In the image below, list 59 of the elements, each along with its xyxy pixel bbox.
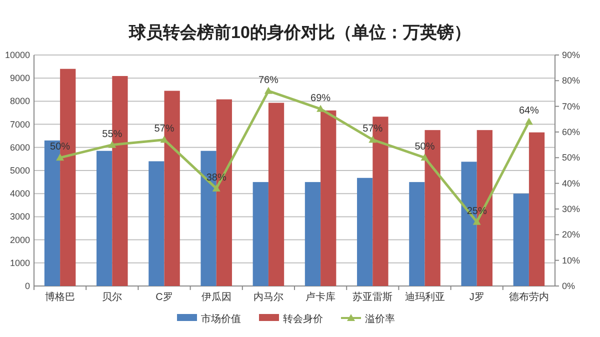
x-tick-label: 迪玛利亚 bbox=[404, 291, 445, 303]
y2-tick-label: 70% bbox=[562, 101, 580, 112]
x-tick-label: J罗 bbox=[469, 292, 484, 303]
y-tick-label: 9000 bbox=[10, 73, 30, 84]
y-tick-label: 3000 bbox=[10, 212, 30, 222]
point bbox=[524, 118, 533, 125]
bar bbox=[320, 110, 336, 286]
y2-tick-label: 90% bbox=[562, 50, 580, 60]
y-tick-label: 8000 bbox=[10, 96, 30, 106]
data-label: 57% bbox=[154, 124, 174, 135]
y-tick-label: 4000 bbox=[10, 188, 30, 199]
bar bbox=[513, 194, 529, 286]
y-tick-label: 7000 bbox=[10, 119, 30, 130]
y2-tick-label: 0% bbox=[562, 281, 576, 291]
bar bbox=[304, 182, 321, 286]
y-tick-label: 6000 bbox=[10, 142, 30, 152]
point bbox=[56, 154, 64, 161]
legend-label: 溢价率 bbox=[365, 313, 395, 325]
x-tick-label: 内马尔 bbox=[253, 291, 284, 303]
x-tick-label: 伊瓜因 bbox=[201, 291, 232, 303]
bar bbox=[148, 161, 164, 286]
x-tick-label: 苏亚雷斯 bbox=[352, 291, 393, 303]
point bbox=[420, 154, 429, 161]
point bbox=[212, 184, 220, 192]
y-tick-label: 2000 bbox=[10, 234, 30, 245]
x-tick-label: 博格巴 bbox=[45, 291, 76, 303]
data-label: 50% bbox=[414, 142, 435, 153]
y-tick-label: 5000 bbox=[10, 166, 30, 176]
bar bbox=[96, 150, 112, 286]
y2-tick-label: 30% bbox=[562, 204, 580, 214]
bar bbox=[357, 178, 373, 286]
data-label: 69% bbox=[310, 92, 331, 104]
y2-tick-label: 80% bbox=[562, 76, 580, 86]
point bbox=[472, 218, 481, 225]
point bbox=[108, 140, 116, 148]
bar bbox=[252, 182, 268, 286]
bar bbox=[528, 132, 545, 286]
x-tick-label: 德布劳内 bbox=[508, 291, 549, 303]
bar bbox=[409, 182, 425, 286]
y2-tick-label: 40% bbox=[562, 178, 580, 188]
data-label: 76% bbox=[258, 74, 279, 86]
data-label: 64% bbox=[518, 106, 540, 117]
y-tick-label: 10000 bbox=[4, 50, 30, 60]
legend-label: 转会身价 bbox=[283, 313, 323, 325]
bar bbox=[268, 102, 284, 286]
point bbox=[368, 136, 377, 143]
x-tick-label: C罗 bbox=[156, 292, 173, 303]
y2-tick-label: 20% bbox=[562, 230, 580, 240]
point bbox=[264, 86, 272, 94]
y-tick-label: 0 bbox=[24, 281, 30, 291]
legend-label: 市场价值 bbox=[201, 313, 241, 325]
chart-title: 球员转会榜前10的身价对比（单位：万英镑） bbox=[128, 23, 471, 42]
y-tick-label: 1000 bbox=[10, 258, 30, 268]
y2-tick-label: 60% bbox=[562, 127, 580, 137]
y2-tick-label: 10% bbox=[562, 255, 580, 266]
y2-tick-label: 50% bbox=[562, 152, 580, 163]
x-tick-label: 贝尔 bbox=[102, 291, 122, 303]
x-tick-label: 卢卡库 bbox=[306, 291, 336, 303]
point bbox=[160, 136, 168, 143]
